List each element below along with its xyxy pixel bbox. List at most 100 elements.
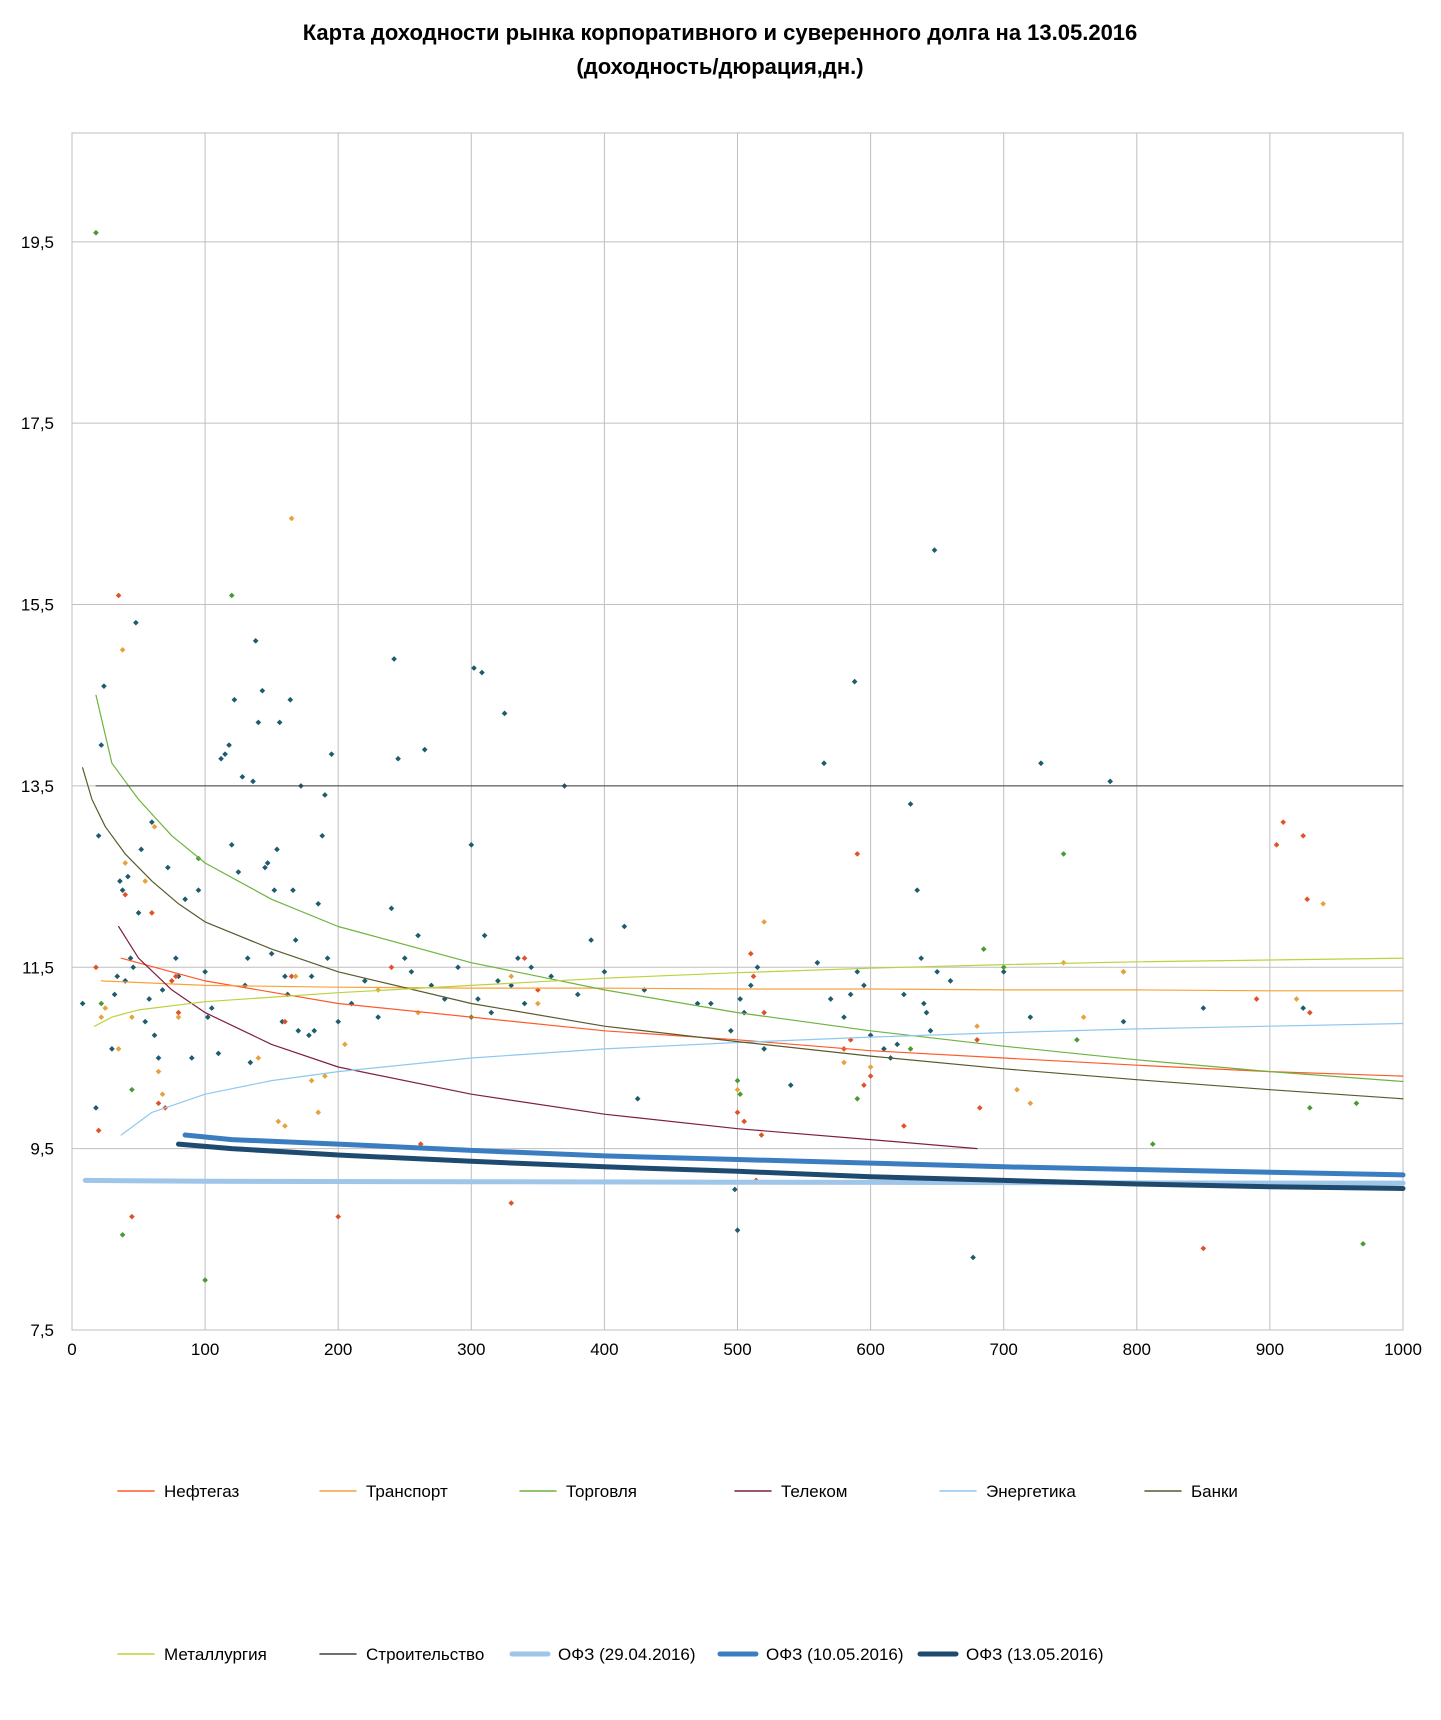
scatter-point (204, 1014, 211, 1020)
scatter-point (129, 1014, 135, 1020)
scatter-point (974, 1036, 980, 1043)
scatter-point (222, 751, 228, 757)
scatter-point (93, 1105, 99, 1111)
scatter-point (395, 755, 401, 762)
scatter-point (282, 1018, 288, 1025)
scatter-point (814, 959, 821, 966)
scatter-point (122, 978, 129, 984)
scatter-point (821, 760, 827, 767)
scatter-point (159, 987, 166, 993)
scatter-point (98, 742, 105, 748)
scatter-point (335, 1213, 342, 1220)
y-tick-label: 9,5 (30, 1140, 54, 1159)
scatter-point (275, 1118, 282, 1125)
scatter-point (894, 1041, 901, 1048)
scatter-point (93, 229, 99, 236)
scatter-point (737, 1091, 743, 1098)
scatter-point (1074, 1036, 1080, 1043)
scatter-point (135, 910, 142, 916)
scatter-point (202, 1277, 208, 1283)
scatter-point (515, 955, 521, 962)
legend-label: ОФЗ (10.05.2016) (766, 1645, 904, 1664)
scatter-point (548, 973, 554, 980)
scatter-point (475, 996, 481, 1002)
chart-title: Карта доходности рынка корпоративного и … (303, 20, 1138, 45)
scatter-point (750, 973, 757, 980)
scatter-point (288, 973, 295, 980)
scatter-point (934, 968, 940, 975)
scatter-point (172, 955, 179, 962)
x-tick-label: 100 (191, 1340, 219, 1359)
legend-label: ОФЗ (13.05.2016) (966, 1645, 1104, 1664)
scatter-point (315, 1109, 322, 1116)
trendline-series (82, 767, 1404, 1100)
scatter-point (1027, 1014, 1034, 1020)
legend-label: Строительство (366, 1645, 484, 1664)
scatter-point (388, 964, 395, 971)
scatter-point (415, 932, 421, 939)
scatter-point (923, 1009, 930, 1016)
scatter-point (292, 973, 299, 980)
trendline-series (95, 694, 1404, 1083)
scatter-point (172, 973, 179, 980)
scatter-point (98, 1014, 105, 1020)
scatter-point (122, 860, 129, 866)
scatter-point (761, 1046, 767, 1052)
scatter-point (455, 964, 461, 971)
scatter-point (861, 1082, 867, 1088)
scatter-point (1107, 778, 1114, 785)
trendline-series (120, 1022, 1404, 1136)
scatter-point (271, 887, 278, 894)
scatter-point (95, 1127, 102, 1134)
scatter-point (737, 996, 743, 1002)
scatter-point (114, 973, 121, 980)
scatter-point (1014, 1086, 1020, 1093)
scatter-point (235, 869, 242, 875)
scatter-point (734, 1086, 741, 1093)
scatter-point (319, 832, 326, 839)
scatter-point (1320, 900, 1326, 907)
scatter-point (322, 1073, 328, 1079)
scatter-point (274, 846, 280, 853)
scatter-point (122, 891, 129, 898)
scatter-point (324, 955, 331, 962)
scatter-point (295, 1027, 302, 1034)
scatter-point (428, 982, 435, 989)
trendline-series (94, 957, 1404, 1027)
y-tick-label: 11,5 (22, 958, 54, 977)
scatter-point (151, 1032, 158, 1039)
scatter-point (854, 968, 861, 975)
scatter-point (149, 910, 155, 916)
scatter-point (495, 978, 501, 984)
scatter-point (282, 973, 288, 980)
scatter-point (758, 1132, 765, 1138)
scatter-point (335, 1018, 342, 1025)
legend-label: Банки (1191, 1482, 1238, 1501)
scatter-point (867, 1073, 874, 1079)
scatter-point (262, 864, 268, 871)
scatter-point (732, 1186, 738, 1193)
scatter-point (508, 982, 515, 989)
scatter-point (142, 878, 149, 884)
scatter-point (415, 1009, 421, 1016)
scatter-point (1060, 959, 1067, 966)
scatter-point (479, 669, 485, 676)
scatter-point (841, 1059, 847, 1066)
scatter-point (847, 991, 854, 998)
scatter-point (747, 950, 754, 957)
scatter-point (1253, 996, 1260, 1002)
scatter-point (621, 923, 628, 930)
trendline-series (182, 1132, 1406, 1178)
grid (71, 132, 1404, 1331)
scatter-point (867, 1064, 874, 1070)
scatter-point (142, 1018, 149, 1025)
scatter-point (101, 683, 107, 689)
scatter-point (98, 1000, 105, 1007)
trendline-series (100, 980, 1404, 992)
scatter-point (226, 742, 232, 748)
scatter-point (974, 1023, 980, 1030)
scatter-point (841, 1014, 847, 1020)
scatter-point (276, 719, 283, 726)
scatter-point (1300, 832, 1307, 839)
scatter-point (1149, 1141, 1156, 1147)
